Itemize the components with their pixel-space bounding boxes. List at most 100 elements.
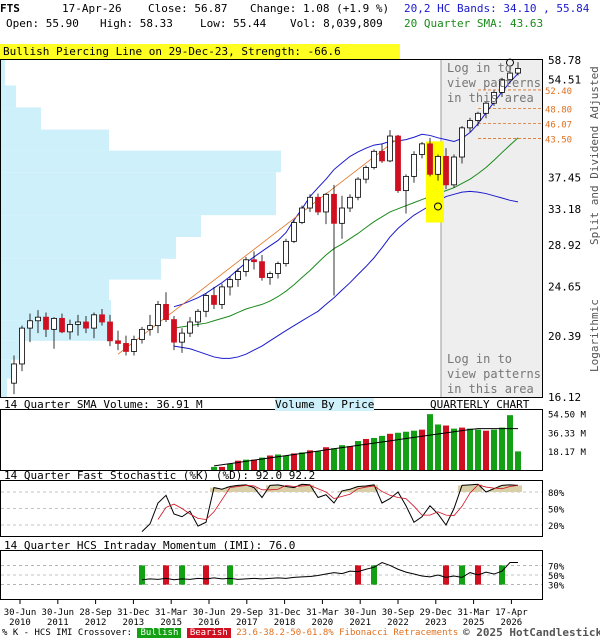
imi-axis-label: 70%	[548, 562, 565, 572]
date-year-label: 2018	[274, 618, 296, 628]
stoch-axis-label: 20%	[548, 522, 565, 532]
pattern-zone	[441, 60, 542, 397]
volume-bar	[475, 429, 481, 470]
vbp-bar	[1, 299, 111, 321]
sma-value: 20 Quarter SMA: 43.63	[404, 17, 544, 30]
stoch-overbought-fill	[490, 488, 498, 492]
volume-panel	[0, 409, 543, 471]
volume-bar	[387, 433, 393, 470]
vbp-bar	[1, 279, 109, 300]
candle-body	[283, 240, 289, 265]
date-year-label: 2017	[236, 618, 258, 628]
bearish-legend: Bearish	[186, 628, 231, 638]
price-axis-label: 28.92	[548, 239, 581, 252]
crossover-marker	[499, 565, 505, 585]
volume-bar	[211, 466, 217, 470]
candle-body	[227, 279, 233, 288]
candle-body	[411, 154, 417, 177]
candle-body	[475, 112, 481, 121]
stoch-overbought-fill	[234, 485, 242, 492]
volume-bar	[499, 427, 505, 470]
stoch-axis-label: 50%	[548, 506, 565, 516]
volume-bar	[507, 415, 513, 470]
volume-bar	[339, 445, 345, 470]
date-label: 17-Apr	[495, 608, 528, 618]
candle-body	[163, 304, 169, 320]
vbp-bar	[1, 107, 41, 130]
date-label: 30-Jun	[193, 608, 226, 618]
hc-bands-value: 20,2 HC Bands: 34.10 , 55.84	[404, 2, 590, 15]
volume-bar	[435, 424, 441, 470]
candle-body	[315, 196, 321, 213]
candle-body	[275, 263, 281, 274]
candle-body	[107, 321, 113, 342]
volume-axis-label: 36.33 M	[548, 429, 587, 439]
date-label: 31-Dec	[117, 608, 150, 618]
stoch-axis-label: 80%	[548, 489, 565, 499]
candle-body	[291, 222, 297, 242]
date-year-label: 2021	[349, 618, 371, 628]
price-axis-label: 54.51	[548, 74, 581, 87]
close-value: Close: 56.87	[148, 2, 228, 15]
candle-body	[67, 324, 73, 333]
volume-bar	[363, 438, 369, 470]
quarterly-chart-label: QUARTERLY CHART	[430, 398, 530, 411]
date-label: 30-Jun	[344, 608, 377, 618]
date-year-label: 2023	[425, 618, 447, 628]
crossover-marker	[163, 565, 169, 585]
candle-body	[203, 295, 209, 312]
candle-body	[387, 135, 393, 162]
crossover-marker	[355, 565, 361, 585]
volume-bar	[219, 466, 225, 470]
candle-body	[123, 343, 129, 352]
price-axis-label: 16.12	[548, 391, 581, 404]
fib-legend: 23.6-38.2-50-61.8% Fibonacci Retracement…	[236, 628, 459, 638]
stoch-d-line	[157, 484, 519, 520]
stoch-overbought-fill	[290, 487, 298, 492]
imi-title: 14 Quarter HCS Intraday Momentum (IMI): …	[4, 539, 296, 552]
candle-body	[499, 79, 505, 93]
date-year-label: 2026	[501, 618, 523, 628]
candle-body	[363, 167, 369, 180]
login-prompt-bottom[interactable]: Log in to view patterns in this area	[447, 352, 541, 396]
stoch-overbought-fill	[266, 485, 274, 492]
volume-bar	[355, 441, 361, 470]
volume-bar	[483, 430, 489, 470]
candle-body	[467, 120, 473, 129]
vbp-bar	[1, 378, 7, 397]
volume-bar	[331, 448, 337, 470]
stoch-overbought-fill	[346, 489, 354, 492]
volume-bar	[419, 429, 425, 470]
imi-axis-label: 30%	[548, 582, 565, 592]
candle-body	[147, 325, 153, 330]
candle-body	[403, 175, 409, 192]
stoch-overbought-fill	[218, 489, 226, 492]
price-axis-label: 24.65	[548, 280, 581, 293]
volume-bar	[379, 435, 385, 470]
fib-label: 46.07	[545, 120, 572, 130]
price-axis-label: 58.78	[548, 54, 581, 67]
candle-body	[171, 319, 177, 343]
volume-bar	[235, 460, 241, 470]
candle-body	[347, 196, 353, 209]
date-year-label: 2022	[387, 618, 409, 628]
date-label: 31-Mar	[306, 608, 339, 618]
date-year-label: 2013	[123, 618, 145, 628]
volume-axis-label: 54.50 M	[548, 411, 587, 421]
candle-body	[451, 156, 457, 186]
volume-bar	[443, 425, 449, 470]
date-label: 28-Sep	[79, 608, 112, 618]
symbol: FTS	[0, 2, 20, 15]
volume-bar	[451, 428, 457, 470]
imi-panel	[0, 550, 543, 600]
candle-body	[75, 321, 81, 325]
sma-20-line	[173, 137, 519, 329]
imi-axis-label: 50%	[548, 572, 565, 582]
candle-body	[179, 332, 185, 343]
candle-body	[187, 321, 193, 334]
candle-body	[267, 273, 273, 278]
login-prompt-top[interactable]: Log in to view patterns in this area	[447, 61, 541, 105]
stoch-overbought-fill	[242, 484, 250, 492]
candle-body	[339, 207, 345, 224]
stoch-overbought-fill	[362, 485, 370, 492]
